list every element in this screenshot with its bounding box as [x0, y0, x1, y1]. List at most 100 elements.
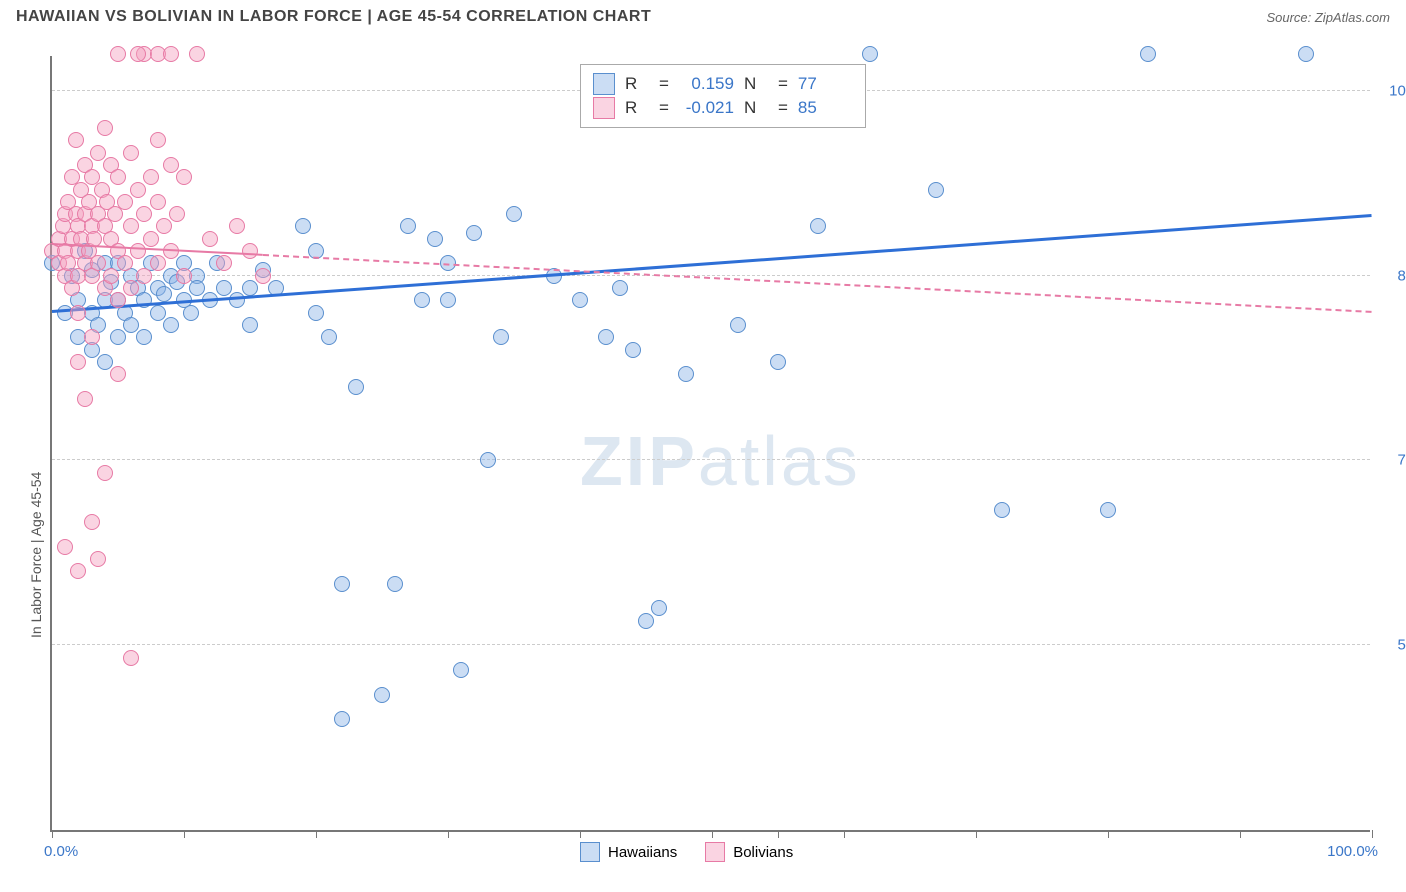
- scatter-point: [90, 551, 106, 567]
- scatter-point: [110, 46, 126, 62]
- scatter-point: [678, 366, 694, 382]
- scatter-point: [242, 317, 258, 333]
- x-tick: [1108, 830, 1109, 838]
- scatter-point: [255, 268, 271, 284]
- x-tick: [712, 830, 713, 838]
- scatter-point: [176, 268, 192, 284]
- scatter-point: [97, 354, 113, 370]
- scatter-point: [70, 563, 86, 579]
- stats-box: R=0.159N=77R=-0.021N=85: [580, 64, 866, 128]
- scatter-point: [150, 194, 166, 210]
- plot-area: ZIPatlas 100.0%85.0%70.0%55.0%0.0%100.0%…: [50, 56, 1370, 832]
- y-tick-label: 70.0%: [1380, 452, 1406, 469]
- scatter-point: [169, 206, 185, 222]
- scatter-point: [928, 182, 944, 198]
- stats-row: R=-0.021N=85: [593, 97, 853, 119]
- scatter-point: [183, 305, 199, 321]
- legend-swatch: [580, 842, 600, 862]
- scatter-point: [229, 218, 245, 234]
- legend-label: Hawaiians: [608, 844, 677, 861]
- scatter-point: [387, 576, 403, 592]
- scatter-point: [572, 292, 588, 308]
- chart-container: ZIPatlas 100.0%85.0%70.0%55.0%0.0%100.0%…: [0, 40, 1406, 892]
- grid-line: [52, 644, 1370, 645]
- scatter-point: [612, 280, 628, 296]
- scatter-point: [374, 687, 390, 703]
- scatter-point: [97, 120, 113, 136]
- x-axis-min-label: 0.0%: [44, 843, 78, 860]
- scatter-point: [156, 218, 172, 234]
- scatter-point: [110, 169, 126, 185]
- scatter-point: [103, 268, 119, 284]
- scatter-point: [308, 305, 324, 321]
- x-tick: [316, 830, 317, 838]
- scatter-point: [295, 218, 311, 234]
- scatter-point: [440, 292, 456, 308]
- legend-item: Hawaiians: [580, 842, 677, 862]
- scatter-point: [321, 329, 337, 345]
- scatter-point: [242, 243, 258, 259]
- grid-line: [52, 275, 1370, 276]
- legend-swatch: [705, 842, 725, 862]
- grid-line: [52, 459, 1370, 460]
- legend-swatch: [593, 97, 615, 119]
- scatter-point: [453, 662, 469, 678]
- x-tick: [1240, 830, 1241, 838]
- scatter-point: [136, 268, 152, 284]
- scatter-point: [414, 292, 430, 308]
- x-tick: [448, 830, 449, 838]
- stat-r-value: -0.021: [679, 98, 734, 118]
- scatter-point: [110, 366, 126, 382]
- scatter-point: [84, 329, 100, 345]
- x-tick: [1372, 830, 1373, 838]
- scatter-point: [150, 255, 166, 271]
- scatter-point: [163, 46, 179, 62]
- scatter-point: [150, 305, 166, 321]
- trend-line: [52, 214, 1372, 313]
- stat-key: R: [625, 74, 649, 94]
- x-tick: [580, 830, 581, 838]
- scatter-point: [651, 600, 667, 616]
- scatter-point: [123, 650, 139, 666]
- scatter-point: [136, 329, 152, 345]
- scatter-point: [90, 145, 106, 161]
- scatter-point: [348, 379, 364, 395]
- scatter-point: [70, 305, 86, 321]
- scatter-point: [1100, 502, 1116, 518]
- scatter-point: [130, 243, 146, 259]
- scatter-point: [163, 157, 179, 173]
- scatter-point: [110, 292, 126, 308]
- scatter-point: [97, 465, 113, 481]
- x-tick: [844, 830, 845, 838]
- scatter-point: [123, 145, 139, 161]
- scatter-point: [1298, 46, 1314, 62]
- scatter-point: [625, 342, 641, 358]
- scatter-point: [123, 317, 139, 333]
- stat-n-value: 85: [798, 98, 853, 118]
- scatter-point: [810, 218, 826, 234]
- scatter-point: [229, 292, 245, 308]
- source-label: Source: ZipAtlas.com: [1266, 10, 1390, 25]
- legend-label: Bolivians: [733, 844, 793, 861]
- scatter-point: [216, 280, 232, 296]
- scatter-point: [130, 182, 146, 198]
- scatter-point: [400, 218, 416, 234]
- scatter-point: [176, 169, 192, 185]
- scatter-point: [136, 206, 152, 222]
- scatter-point: [493, 329, 509, 345]
- scatter-point: [638, 613, 654, 629]
- stat-key: N: [744, 98, 768, 118]
- scatter-point: [123, 280, 139, 296]
- scatter-point: [480, 452, 496, 468]
- scatter-point: [68, 132, 84, 148]
- scatter-point: [77, 391, 93, 407]
- scatter-point: [143, 169, 159, 185]
- scatter-point: [117, 194, 133, 210]
- scatter-point: [189, 46, 205, 62]
- stat-key: N: [744, 74, 768, 94]
- scatter-point: [216, 255, 232, 271]
- scatter-point: [189, 280, 205, 296]
- stat-n-value: 77: [798, 74, 853, 94]
- scatter-point: [117, 255, 133, 271]
- scatter-point: [143, 231, 159, 247]
